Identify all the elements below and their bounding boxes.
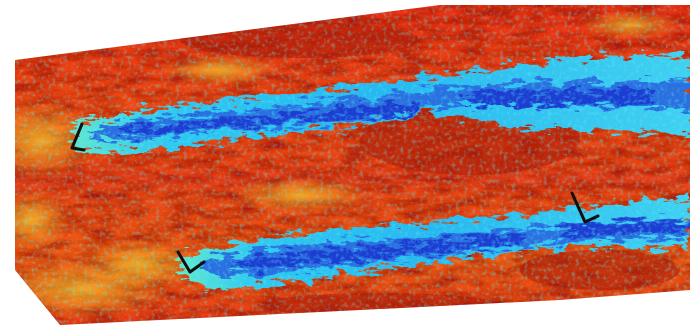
turbine-upper-left [70,122,86,152]
turbine-lower-left [176,250,206,274]
turbine-lower-right [570,191,600,224]
